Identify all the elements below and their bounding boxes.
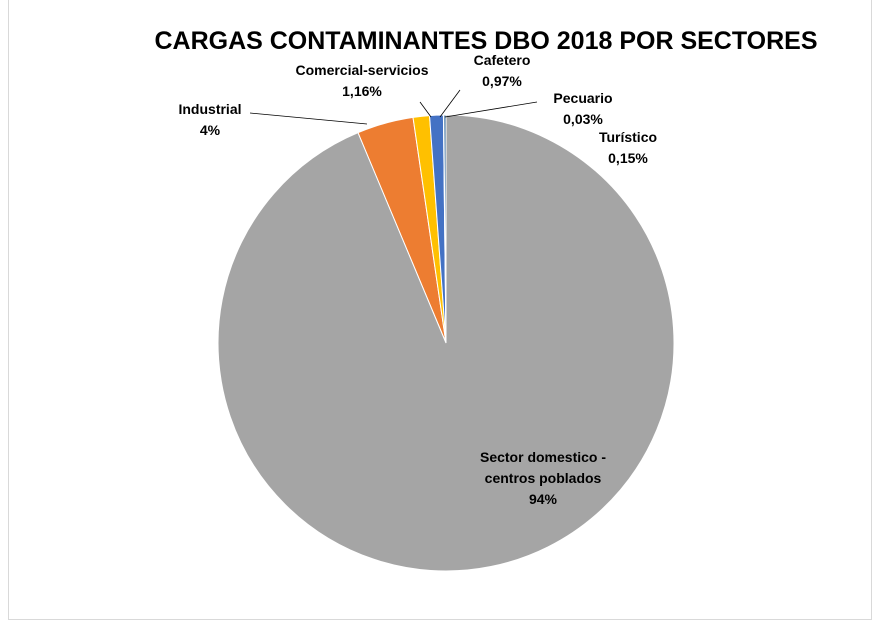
pie-slice-domestico [217, 114, 675, 572]
data-label-value: 94% [529, 491, 558, 507]
data-label-value: 4% [200, 122, 221, 138]
data-label-name: Sector domestico - [480, 449, 606, 465]
leader-line-industrial [249, 112, 368, 125]
data-label-turistico: Turístico 0,15% [599, 129, 657, 166]
data-label-value: 0,03% [563, 111, 603, 127]
data-label-name: Cafetero [474, 52, 531, 68]
data-label-comercial: Comercial-servicios 1,16% [295, 62, 428, 99]
data-label-name: Pecuario [553, 90, 612, 106]
leader-line-pecuario [444, 101, 538, 118]
slice-labels: Sector domestico - centros poblados 94% Ind… [178, 52, 657, 507]
chart-title: CARGAS CONTAMINANTES DBO 2018 POR SECTOR… [154, 27, 817, 55]
pie-slices [217, 114, 675, 572]
leader-lines [249, 89, 538, 125]
data-label-industrial: Industrial 4% [178, 101, 241, 138]
data-label-name: centros poblados [485, 470, 602, 486]
data-label-pecuario: Pecuario 0,03% [553, 90, 612, 127]
leader-line-cafetero [439, 89, 461, 118]
data-label-name: Comercial-servicios [295, 62, 428, 78]
data-label-value: 0,15% [608, 150, 648, 166]
data-label-domestico: Sector domestico - centros poblados 94% [480, 449, 606, 507]
data-label-cafetero: Cafetero 0,97% [474, 52, 531, 89]
data-label-name: Turístico [599, 129, 657, 145]
data-label-value: 0,97% [482, 73, 522, 89]
data-label-name: Industrial [178, 101, 241, 117]
data-label-value: 1,16% [342, 83, 382, 99]
leader-line-comercial [419, 101, 432, 118]
